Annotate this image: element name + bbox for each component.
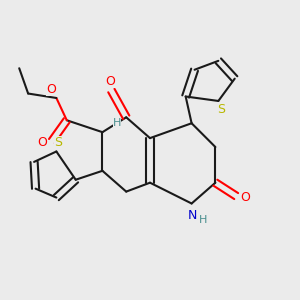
Text: S: S (217, 103, 225, 116)
Text: N: N (188, 209, 197, 223)
Text: S: S (54, 136, 62, 149)
Text: H: H (199, 215, 208, 225)
Text: O: O (240, 191, 250, 204)
Text: O: O (46, 83, 56, 96)
Text: O: O (105, 75, 115, 88)
Text: H: H (113, 118, 122, 128)
Text: O: O (38, 136, 47, 149)
